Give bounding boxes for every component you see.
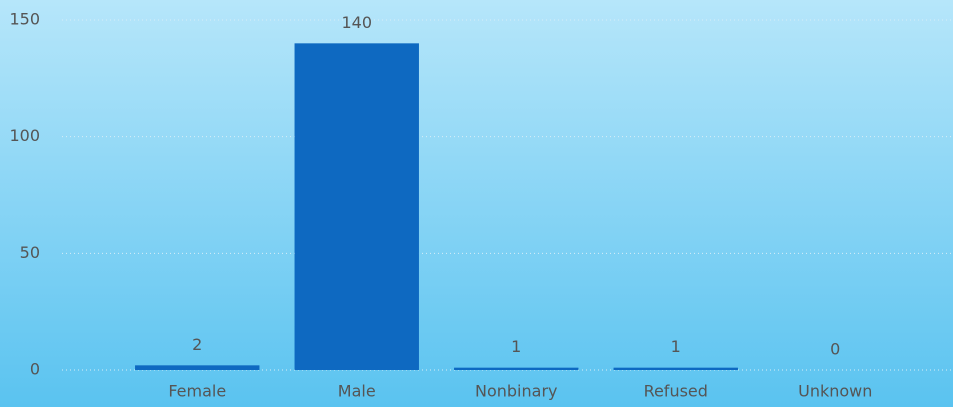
y-tick-label: 0 bbox=[30, 360, 40, 379]
x-tick-label: Male bbox=[338, 382, 376, 401]
data-label: 140 bbox=[341, 13, 372, 32]
x-tick-label: Unknown bbox=[798, 382, 872, 401]
x-tick-label: Female bbox=[168, 382, 226, 401]
x-tick-label: Nonbinary bbox=[475, 382, 558, 401]
data-label: 1 bbox=[511, 337, 521, 356]
y-tick-label: 150 bbox=[9, 10, 40, 29]
bar bbox=[135, 365, 260, 370]
data-label: 2 bbox=[192, 335, 202, 354]
y-tick-label: 50 bbox=[20, 243, 40, 262]
data-label: 0 bbox=[830, 340, 840, 359]
x-tick-label: Refused bbox=[644, 382, 708, 401]
bar bbox=[613, 367, 738, 370]
bar bbox=[294, 43, 419, 370]
data-label: 1 bbox=[671, 337, 681, 356]
bar bbox=[454, 367, 579, 370]
y-tick-label: 100 bbox=[9, 126, 40, 145]
